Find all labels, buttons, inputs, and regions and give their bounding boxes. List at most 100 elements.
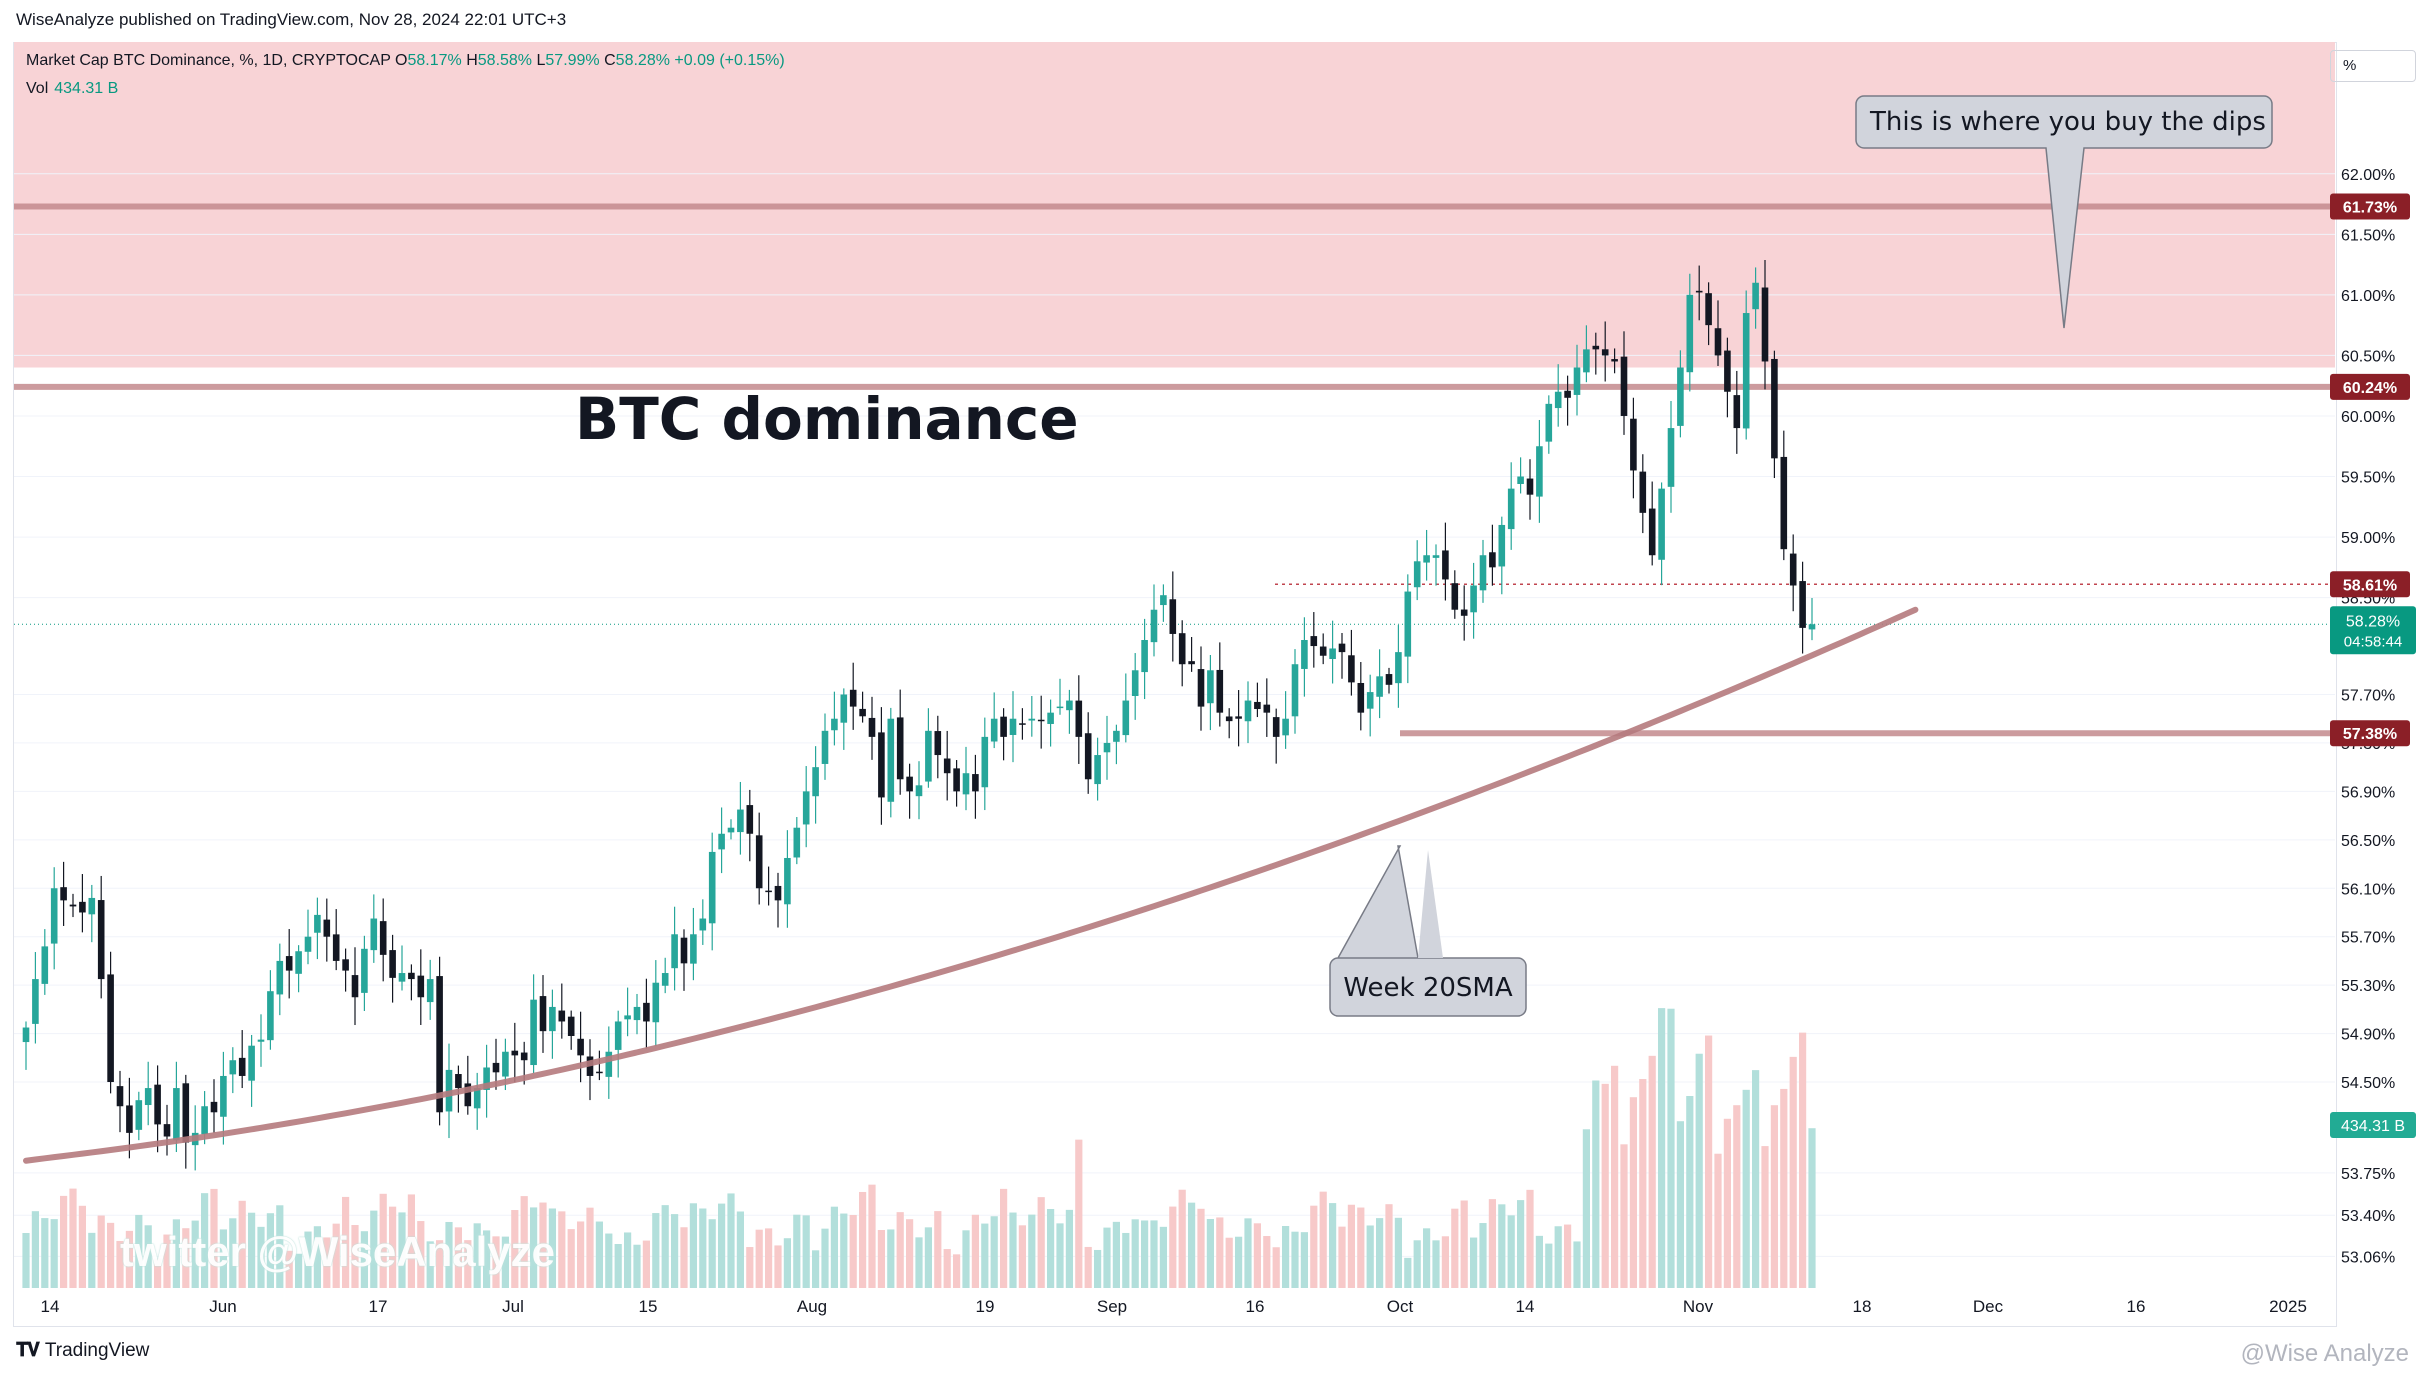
- candle-body: [1451, 583, 1459, 610]
- volume-bar: [313, 1226, 321, 1288]
- callout-sma-bubble: [1329, 845, 1527, 1017]
- symbol-legend[interactable]: Market Cap BTC Dominance, %, 1D, CRYPTOC…: [26, 52, 785, 70]
- volume-bar: [219, 1229, 227, 1288]
- volume-bar: [69, 1188, 77, 1288]
- level-badge-text: 61.73%: [2343, 199, 2397, 216]
- percent-scale-button[interactable]: %: [2330, 50, 2416, 82]
- volume-bar: [558, 1211, 566, 1288]
- volume-bar: [248, 1212, 256, 1288]
- candle-body: [567, 1016, 575, 1036]
- candle-body: [32, 979, 39, 1024]
- volume-bar: [793, 1214, 801, 1288]
- volume-bar: [229, 1218, 237, 1288]
- x-tick-label: Nov: [1683, 1297, 1714, 1316]
- volume-bar: [483, 1230, 491, 1288]
- x-tick-label: Aug: [797, 1297, 827, 1316]
- volume-bar: [1065, 1209, 1073, 1288]
- chart-title-annotation: BTC dominance: [575, 385, 1079, 453]
- candle-body: [972, 774, 979, 792]
- volume-bar: [1197, 1208, 1205, 1288]
- y-tick-label: 59.00%: [2341, 530, 2395, 547]
- volume-bar: [379, 1193, 387, 1288]
- volume-bar: [1498, 1204, 1506, 1288]
- volume-bar: [1667, 1008, 1675, 1288]
- volume-bar: [859, 1191, 867, 1288]
- volume-bar: [1808, 1128, 1816, 1288]
- volume-bar: [530, 1207, 538, 1288]
- x-tick-label: Oct: [1387, 1297, 1414, 1316]
- volume-bar: [304, 1231, 312, 1288]
- volume-value: 434.31 B: [54, 80, 119, 97]
- candle-body: [812, 767, 819, 797]
- volume-bar: [981, 1223, 989, 1288]
- volume-bar: [783, 1238, 791, 1288]
- volume-bar: [1733, 1105, 1741, 1288]
- volume-bar: [1178, 1189, 1186, 1288]
- candle-body: [1207, 670, 1214, 704]
- volume-legend[interactable]: Vol 434.31 B: [26, 80, 118, 98]
- candle-body: [699, 918, 707, 931]
- candle-body: [981, 736, 989, 788]
- candle-body: [502, 1051, 509, 1077]
- volume-bar: [652, 1213, 660, 1288]
- candle-body: [878, 732, 885, 798]
- volume-bar: [360, 1231, 368, 1288]
- close-value: 58.28%: [615, 52, 670, 69]
- volume-bar: [1000, 1188, 1008, 1288]
- volume-bar: [1517, 1200, 1525, 1288]
- candle-body: [1254, 701, 1261, 710]
- volume-bar: [1018, 1225, 1026, 1288]
- volume-bar: [1573, 1241, 1581, 1288]
- volume-bar: [887, 1229, 895, 1288]
- candle-body: [229, 1060, 237, 1075]
- volume-bar: [680, 1227, 688, 1288]
- candle-body: [107, 974, 114, 1083]
- volume-bar: [868, 1184, 876, 1288]
- volume-bar: [577, 1221, 585, 1288]
- volume-bar: [1291, 1231, 1299, 1288]
- candle-body: [88, 897, 96, 915]
- volume-bar: [802, 1215, 810, 1288]
- volume-bar: [1159, 1226, 1167, 1288]
- symbol-name: Market Cap BTC Dominance, %, 1D, CRYPTOC…: [26, 52, 391, 69]
- volume-bar: [962, 1230, 970, 1288]
- y-tick-label: 56.10%: [2341, 881, 2395, 898]
- volume-bar: [1263, 1236, 1271, 1288]
- volume-bar: [1441, 1236, 1449, 1288]
- candle-body: [154, 1084, 161, 1125]
- candle-body: [1263, 704, 1271, 713]
- candle-body: [671, 934, 678, 969]
- candle-body: [1648, 508, 1656, 556]
- candle-body: [906, 776, 913, 792]
- tradingview-logo[interactable]: 𝐓𝐕 TradingView: [16, 1340, 149, 1362]
- level-badge: [2330, 720, 2410, 747]
- candle-body: [126, 1105, 133, 1133]
- volume-bar: [1047, 1208, 1055, 1288]
- volume-bar: [1329, 1203, 1337, 1288]
- candle-body: [708, 851, 716, 924]
- open-value: 58.17%: [407, 52, 462, 69]
- volume-bar: [774, 1245, 782, 1288]
- volume-bar: [1206, 1218, 1214, 1288]
- candle-body: [173, 1088, 180, 1141]
- candle-body: [285, 956, 293, 971]
- candle-body: [558, 1010, 566, 1022]
- candle-body: [1160, 595, 1167, 606]
- candle-body: [50, 888, 58, 944]
- volume-bar: [1451, 1208, 1459, 1288]
- volume-bar: [1545, 1243, 1553, 1288]
- candle-body: [1338, 643, 1346, 653]
- volume-bar: [1705, 1035, 1713, 1288]
- volume-bar: [182, 1228, 190, 1288]
- candle-body: [680, 937, 688, 964]
- callout-top-text: This is where you buy the dips: [1869, 107, 2266, 137]
- volume-bar: [718, 1203, 726, 1288]
- candle-body: [934, 731, 942, 756]
- candle-body: [332, 934, 340, 961]
- callout-top-bubble: [1855, 95, 2273, 329]
- volume-bar: [633, 1244, 641, 1288]
- volume-bar: [1799, 1032, 1807, 1288]
- tradingview-brand: TradingView: [44, 1340, 150, 1361]
- volume-bar: [370, 1210, 378, 1288]
